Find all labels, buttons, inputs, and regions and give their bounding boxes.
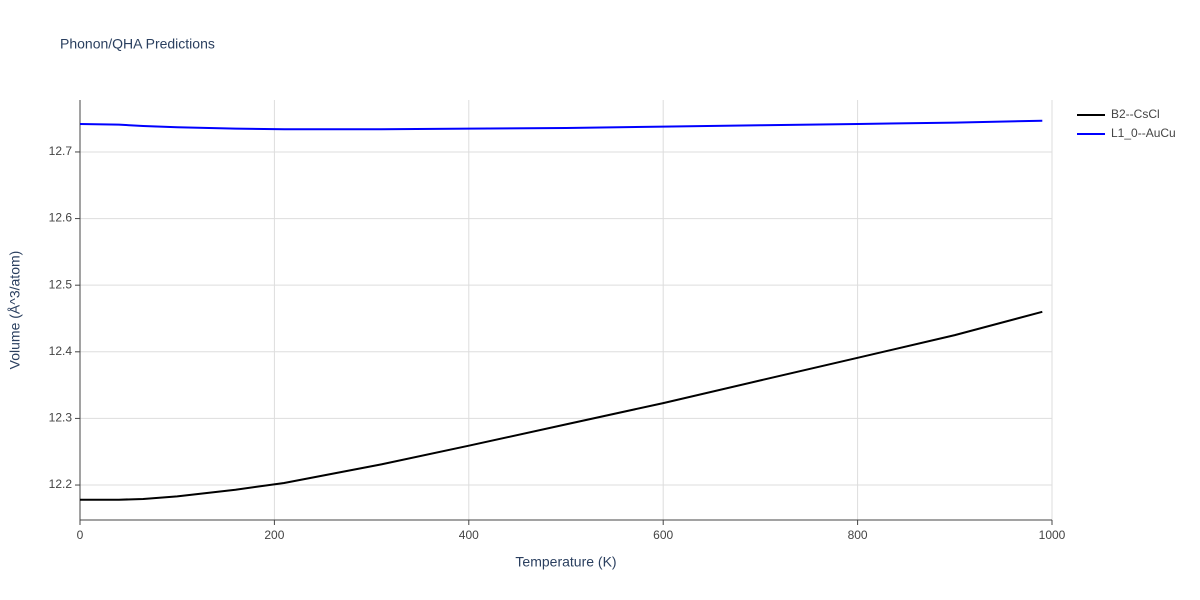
x-tick-label: 1000 <box>1039 528 1066 542</box>
x-tick-label: 400 <box>459 528 479 542</box>
x-tick-label: 600 <box>653 528 673 542</box>
y-tick-label: 12.4 <box>49 344 73 358</box>
x-axis-title: Temperature (K) <box>515 554 616 570</box>
x-tick-label: 0 <box>77 528 84 542</box>
y-tick-label: 12.6 <box>49 211 73 225</box>
y-tick-label: 12.3 <box>49 411 73 425</box>
x-tick-label: 200 <box>264 528 284 542</box>
y-tick-label: 12.2 <box>49 477 73 491</box>
series-line <box>80 310 1043 501</box>
x-tick-label: 800 <box>848 528 868 542</box>
series-line <box>79 119 1043 131</box>
chart-title: Phonon/QHA Predictions <box>60 36 215 52</box>
legend-label: L1_0--AuCu <box>1111 126 1176 140</box>
y-tick-label: 12.7 <box>49 144 73 158</box>
y-axis-title: Volume (Å^3/atom) <box>7 251 23 370</box>
legend-label: B2--CsCl <box>1111 107 1160 121</box>
y-tick-label: 12.5 <box>49 277 73 291</box>
